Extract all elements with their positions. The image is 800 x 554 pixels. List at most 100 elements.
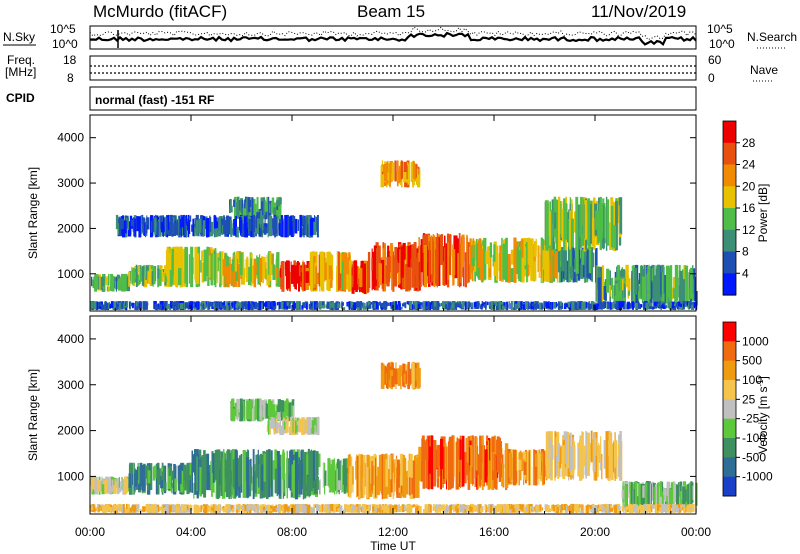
data-cell — [525, 301, 528, 309]
data-cell — [186, 225, 188, 238]
data-cell — [228, 216, 232, 235]
data-cell — [278, 197, 282, 205]
data-cell — [258, 301, 261, 310]
data-cell — [442, 247, 446, 286]
data-cell — [157, 219, 161, 236]
data-cell — [311, 302, 313, 307]
data-cell — [272, 264, 276, 280]
data-cell — [618, 455, 621, 470]
data-cell — [512, 504, 516, 513]
data-cell — [585, 301, 587, 309]
data-cell — [316, 503, 318, 513]
data-cell — [686, 301, 689, 305]
data-cell — [191, 224, 193, 232]
data-cell — [382, 304, 384, 310]
data-cell — [186, 463, 190, 495]
data-cell — [376, 505, 379, 509]
data-cell — [239, 303, 241, 309]
data-cell — [445, 446, 448, 481]
data-cell — [581, 504, 584, 512]
data-cell — [625, 485, 628, 508]
data-cell — [125, 301, 129, 308]
data-cell — [649, 302, 653, 309]
data-cell — [241, 301, 244, 310]
data-cell — [551, 445, 554, 460]
data-cell — [658, 504, 661, 508]
data-cell — [403, 504, 405, 510]
data-cell — [518, 509, 521, 512]
data-cell — [99, 303, 102, 307]
data-cell — [441, 504, 444, 511]
data-cell — [114, 505, 118, 510]
data-cell — [210, 253, 213, 286]
data-cell — [91, 504, 95, 512]
data-cell — [233, 197, 237, 219]
data-cell — [480, 243, 482, 258]
data-cell — [296, 504, 300, 514]
data-cell — [576, 505, 580, 513]
data-cell — [279, 416, 281, 436]
data-cell — [292, 425, 296, 435]
data-cell — [631, 301, 634, 310]
data-cell — [284, 472, 286, 497]
colorbar-swatch — [723, 476, 736, 497]
data-cell — [342, 302, 344, 306]
data-cell — [637, 506, 640, 511]
data-cell — [610, 205, 614, 248]
data-cell — [537, 245, 539, 273]
data-cell — [303, 455, 306, 478]
data-cell — [322, 462, 325, 488]
data-cell — [239, 216, 242, 231]
data-cell — [555, 437, 558, 456]
data-cell — [357, 504, 361, 513]
data-cell — [476, 445, 479, 488]
data-cell — [194, 218, 196, 228]
data-cell — [616, 301, 618, 306]
data-cell — [213, 505, 216, 511]
data-cell — [535, 301, 539, 308]
data-cell — [682, 486, 686, 507]
data-cell — [145, 504, 149, 508]
data-cell — [298, 457, 300, 495]
data-cell — [558, 505, 561, 511]
data-cell — [465, 438, 469, 463]
data-cell — [168, 465, 172, 476]
data-cell — [389, 505, 392, 513]
data-cell — [271, 197, 275, 214]
data-cell — [682, 504, 686, 511]
data-cell — [120, 304, 124, 308]
data-cell — [439, 234, 444, 265]
data-cell — [514, 301, 516, 310]
data-cell — [561, 201, 563, 238]
colorbar-tick-label: 500 — [742, 354, 762, 368]
data-cell — [407, 245, 411, 268]
data-cell — [556, 506, 560, 513]
data-cell — [599, 301, 603, 310]
data-cell — [188, 480, 191, 493]
data-cell — [487, 246, 489, 263]
data-cell — [325, 304, 328, 309]
data-cell — [213, 302, 216, 308]
data-cell — [137, 479, 141, 491]
data-cell — [335, 301, 339, 310]
data-cell — [545, 200, 549, 251]
data-cell — [409, 301, 412, 310]
data-cell — [619, 431, 622, 481]
data-cell — [288, 302, 290, 309]
data-cell — [545, 302, 550, 308]
data-cell — [91, 477, 95, 490]
data-cell — [594, 432, 598, 481]
data-cell — [442, 505, 445, 513]
data-cell — [537, 506, 540, 513]
data-cell — [347, 454, 349, 496]
data-cell — [637, 285, 641, 299]
data-cell — [367, 251, 371, 288]
colorbar-tick-label: -1000 — [742, 470, 773, 484]
data-cell — [663, 275, 667, 304]
data-cell — [666, 496, 668, 508]
data-cell — [630, 303, 632, 309]
data-cell — [315, 451, 319, 476]
data-cell — [506, 504, 509, 513]
data-cell — [268, 215, 272, 237]
data-cell — [658, 301, 661, 308]
